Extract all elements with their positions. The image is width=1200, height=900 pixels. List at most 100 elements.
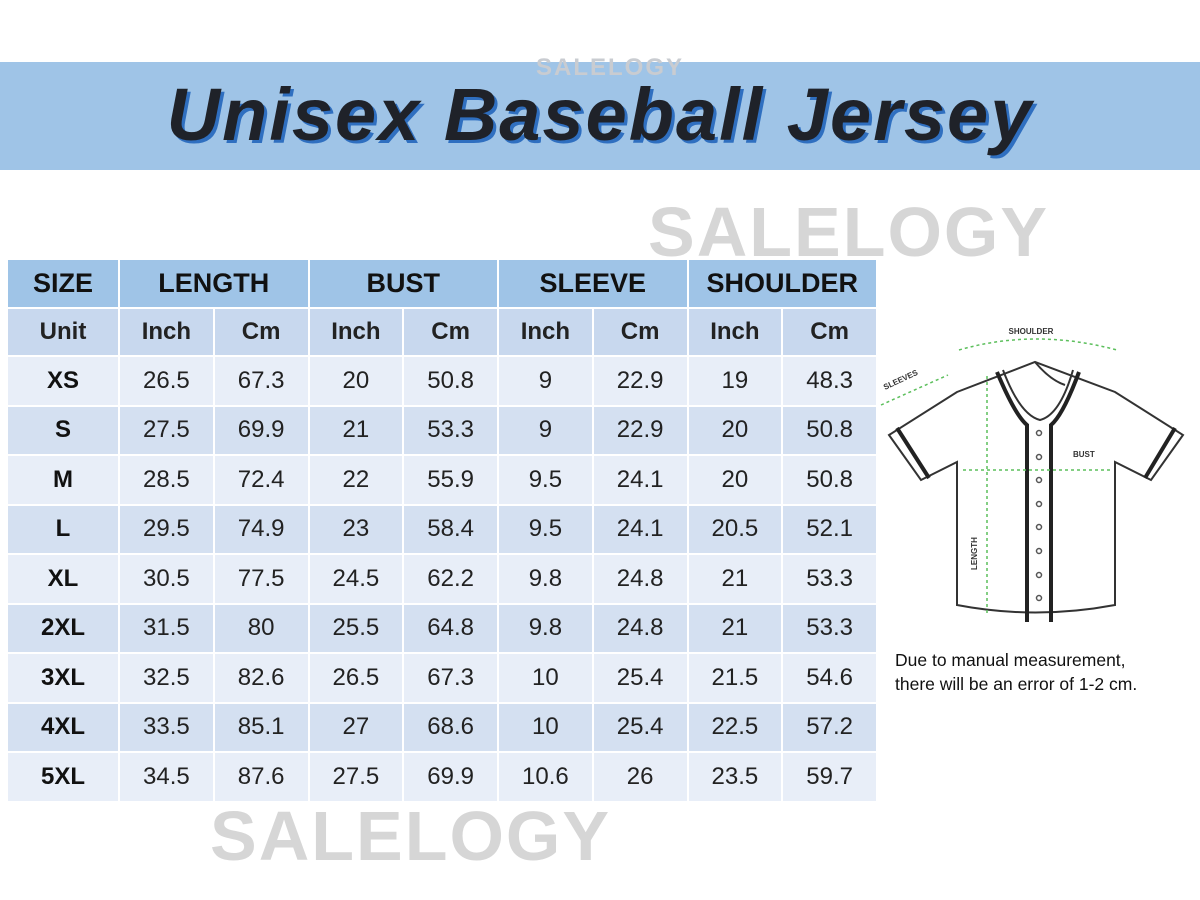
value-cell: 10 [499,703,592,751]
unit-cell: Inch [120,309,213,355]
value-cell: 24.8 [593,555,687,603]
value-cell: 22.5 [688,703,782,751]
value-cell: 69.9 [214,406,308,454]
size-cell: L [8,505,118,553]
value-cell: 33.5 [120,703,213,751]
page-title: Unisex Baseball Jersey [166,73,1034,156]
value-cell: 9.8 [499,604,592,652]
value-cell: 27.5 [120,406,213,454]
value-cell: 57.2 [783,703,876,751]
label-length: LENGTH [970,537,979,570]
value-cell: 53.3 [404,406,497,454]
value-cell: 25.5 [309,604,403,652]
value-cell: 62.2 [404,555,497,603]
value-cell: 72.4 [214,456,308,504]
value-cell: 52.1 [783,505,876,553]
value-cell: 24.1 [593,456,687,504]
value-cell: 22.9 [593,357,687,405]
shoulder-arrow [958,338,1118,351]
size-cell: 5XL [8,753,118,801]
jersey-buttons [1035,429,1043,602]
unit-cell: Cm [404,309,497,355]
value-cell: 26 [593,753,687,801]
size-cell: 3XL [8,654,118,702]
value-cell: 22 [309,456,403,504]
value-cell: 50.8 [783,456,876,504]
table-row: XS 26.5 67.3 20 50.8 9 22.9 19 48.3 [8,357,876,405]
value-cell: 87.6 [214,753,308,801]
value-cell: 21 [309,406,403,454]
watermark-bottom: SALELOGY [210,797,612,875]
value-cell: 26.5 [309,654,403,702]
value-cell: 74.9 [214,505,308,553]
value-cell: 30.5 [120,555,213,603]
value-cell: 26.5 [120,357,213,405]
value-cell: 20 [688,456,782,504]
note-line-1: Due to manual measurement, [895,650,1126,670]
size-chart-table: SIZE LENGTH BUST SLEEVE SHOULDER Unit In… [6,258,878,803]
table-row: XL 30.5 77.5 24.5 62.2 9.8 24.8 21 53.3 [8,555,876,603]
value-cell: 77.5 [214,555,308,603]
value-cell: 82.6 [214,654,308,702]
value-cell: 27.5 [309,753,403,801]
size-cell: S [8,406,118,454]
title-banner [0,62,1200,170]
value-cell: 24.8 [593,604,687,652]
value-cell: 29.5 [120,505,213,553]
size-cell: M [8,456,118,504]
unit-row: Unit Inch Cm Inch Cm Inch Cm Inch Cm [8,309,876,355]
unit-cell: Inch [309,309,403,355]
value-cell: 28.5 [120,456,213,504]
value-cell: 80 [214,604,308,652]
value-cell: 24.5 [309,555,403,603]
watermark-top: SALELOGY [536,54,685,81]
value-cell: 20 [688,406,782,454]
size-cell: 2XL [8,604,118,652]
value-cell: 53.3 [783,555,876,603]
value-cell: 9 [499,406,592,454]
value-cell: 53.3 [783,604,876,652]
value-cell: 23.5 [688,753,782,801]
value-cell: 24.1 [593,505,687,553]
unit-cell: Cm [593,309,687,355]
value-cell: 67.3 [404,654,497,702]
value-cell: 59.7 [783,753,876,801]
table-row: 3XL 32.5 82.6 26.5 67.3 10 25.4 21.5 54.6 [8,654,876,702]
table-row: L 29.5 74.9 23 58.4 9.5 24.1 20.5 52.1 [8,505,876,553]
label-sleeves: SLEEVES [882,368,920,392]
label-shoulder: SHOULDER [1009,327,1054,336]
value-cell: 9.5 [499,505,592,553]
value-cell: 64.8 [404,604,497,652]
sleeves-arrow [880,374,949,406]
value-cell: 9.8 [499,555,592,603]
value-cell: 10 [499,654,592,702]
value-cell: 55.9 [404,456,497,504]
value-cell: 32.5 [120,654,213,702]
value-cell: 34.5 [120,753,213,801]
value-cell: 69.9 [404,753,497,801]
unit-cell: Inch [688,309,782,355]
value-cell: 23 [309,505,403,553]
value-cell: 50.8 [404,357,497,405]
value-cell: 54.6 [783,654,876,702]
value-cell: 20.5 [688,505,782,553]
header-bust: BUST [309,260,497,307]
value-cell: 25.4 [593,703,687,751]
table-row: 5XL 34.5 87.6 27.5 69.9 10.6 26 23.5 59.7 [8,753,876,801]
header-length: LENGTH [120,260,308,307]
value-cell: 85.1 [214,703,308,751]
jersey-outline [887,360,1185,614]
value-cell: 9.5 [499,456,592,504]
header-sleeve: SLEEVE [499,260,687,307]
value-cell: 67.3 [214,357,308,405]
value-cell: 21 [688,604,782,652]
measure-arrows [880,338,1118,615]
header-row: SIZE LENGTH BUST SLEEVE SHOULDER [8,260,876,307]
value-cell: 25.4 [593,654,687,702]
size-cell: 4XL [8,703,118,751]
note-line-2: there will be an error of 1-2 cm. [895,674,1138,694]
value-cell: 22.9 [593,406,687,454]
header-shoulder: SHOULDER [688,260,876,307]
value-cell: 27 [309,703,403,751]
unit-cell: Inch [499,309,592,355]
